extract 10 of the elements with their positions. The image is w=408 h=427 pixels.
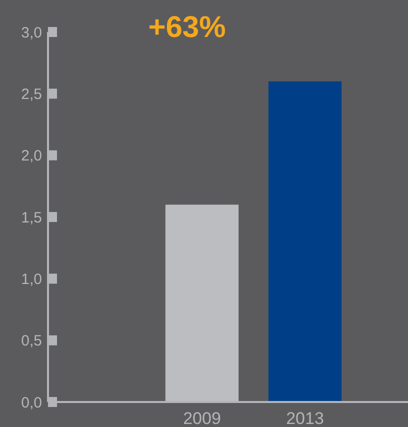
y-tick-label: 0,5 xyxy=(21,332,42,350)
y-tick-label: 3,0 xyxy=(21,24,42,42)
x-tick-label: 2009 xyxy=(183,409,221,427)
y-tick-label: 2,0 xyxy=(21,148,42,165)
y-tick-label: 0,0 xyxy=(21,394,42,412)
annotation: +63% xyxy=(148,11,226,44)
x-tick-label: 2013 xyxy=(286,409,324,427)
y-tick-label: 1,0 xyxy=(21,270,42,288)
y-tick-label: 1,5 xyxy=(21,209,42,226)
y-tick-label: 2,5 xyxy=(21,86,42,103)
